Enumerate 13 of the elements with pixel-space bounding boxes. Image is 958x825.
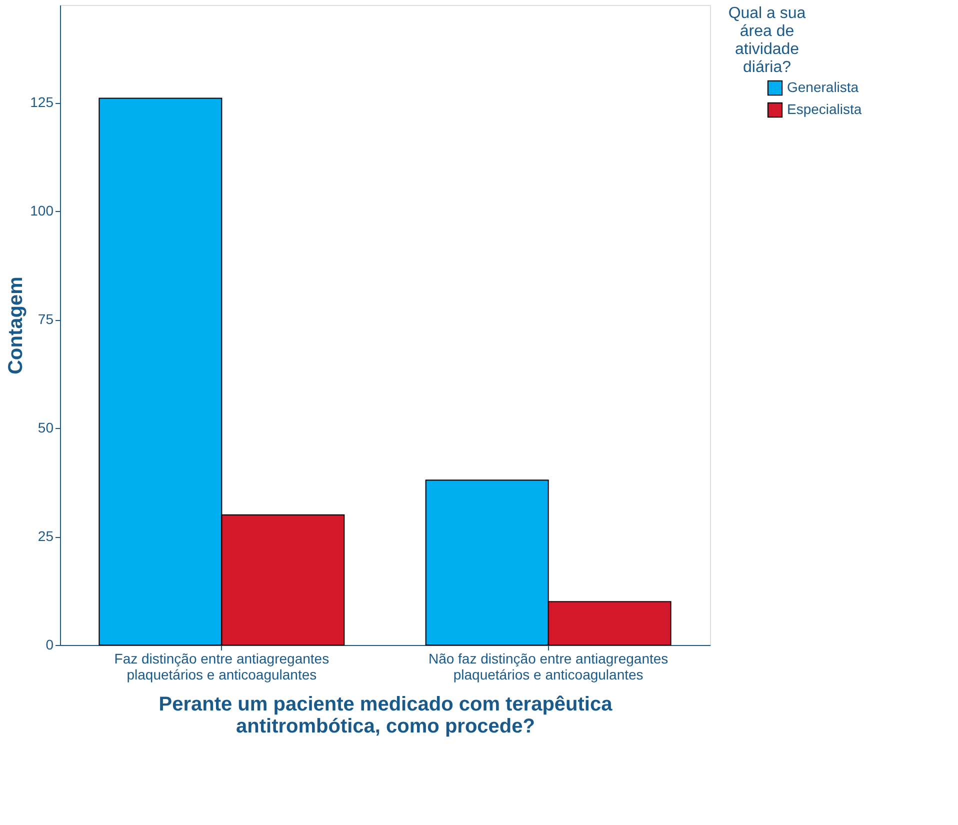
legend-label: Generalista: [787, 79, 859, 95]
y-tick-label: 125: [30, 94, 54, 110]
legend-title: Qual a sua área de atividade diária?: [728, 5, 806, 76]
y-tick-label: 75: [38, 311, 54, 328]
y-tick-label: 50: [38, 420, 54, 436]
x-tick-label: Não faz distinção entre antiagregantes plaquetários e anticoagulantes: [428, 650, 668, 682]
x-tick-label: Faz distinção entre antiagregantes plaquetários e anticoagulantes: [114, 650, 330, 682]
y-tick-label: 100: [30, 202, 54, 219]
y-tick-label: 25: [38, 528, 54, 544]
x-axis-title: Perante um paciente medicado com terapêutica antitrombótica, como procede?: [158, 694, 614, 738]
y-tick-label: 0: [46, 636, 54, 652]
legend-label: Especialista: [787, 101, 862, 117]
y-axis-title: Contagem: [5, 276, 28, 374]
